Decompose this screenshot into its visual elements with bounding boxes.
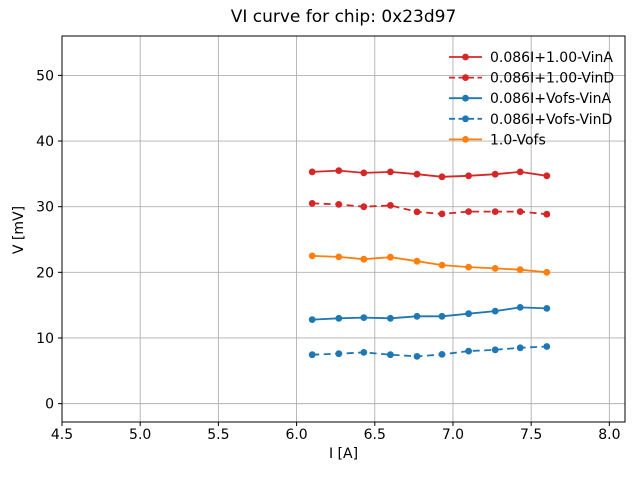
data-point-marker: [516, 168, 524, 176]
data-point-marker: [491, 265, 499, 272]
legend-item-0: 0.086I+1.00-VinA: [449, 50, 613, 66]
data-point-marker: [308, 252, 316, 260]
series-2: [308, 304, 551, 323]
series-line: [312, 255, 547, 274]
data-point-marker: [438, 261, 446, 269]
data-point-marker: [387, 202, 394, 209]
data-point-marker: [543, 172, 551, 180]
legend-marker: [462, 74, 469, 81]
data-point-marker: [543, 305, 551, 312]
data-point-marker: [360, 349, 368, 356]
data-point-marker: [360, 255, 368, 263]
data-point-marker: [387, 253, 394, 261]
data-point-marker: [308, 168, 316, 176]
y-tick-label: 30: [36, 200, 54, 216]
legend-item-1: 0.086I+1.00-VinD: [449, 71, 614, 87]
series-3: [308, 343, 551, 360]
data-point-marker: [335, 167, 343, 175]
data-point-marker: [491, 208, 499, 216]
data-point-marker: [438, 312, 446, 320]
data-point-marker: [387, 314, 394, 322]
y-tick-label: 50: [36, 68, 54, 84]
legend-marker: [462, 53, 469, 61]
plot-border: [61, 35, 626, 423]
data-point-marker: [360, 203, 368, 211]
data-point-marker: [360, 169, 368, 177]
x-axis-label: I [A]: [328, 446, 359, 462]
data-point-marker: [413, 353, 421, 360]
x-tick-label: 7.5: [520, 427, 542, 443]
data-point-marker: [465, 263, 472, 271]
data-point-marker: [335, 314, 343, 322]
x-tick-label: 6.5: [364, 427, 386, 443]
y-axis-label: V [mV]: [11, 205, 27, 255]
legend-label: 1.0-Vofs: [490, 132, 546, 148]
data-point-marker: [387, 351, 394, 359]
data-point-marker: [335, 201, 343, 208]
series-4: [308, 252, 551, 276]
data-point-marker: [413, 257, 421, 265]
legend-label: 0.086I+Vofs-VinA: [490, 91, 611, 107]
data-point-marker: [543, 210, 551, 218]
y-tick-label: 10: [36, 331, 54, 347]
data-point-marker: [413, 208, 421, 216]
y-tick-label: 20: [36, 265, 54, 281]
data-point-marker: [335, 350, 343, 358]
legend-marker: [462, 94, 469, 102]
x-tick-label: 8.0: [598, 427, 620, 443]
data-point-marker: [465, 208, 472, 216]
data-point-marker: [465, 310, 472, 318]
data-point-marker: [387, 168, 394, 176]
data-point-marker: [543, 268, 551, 276]
data-point-marker: [516, 208, 524, 216]
data-point-marker: [465, 347, 472, 355]
data-point-marker: [491, 346, 499, 354]
legend-item-2: 0.086I+Vofs-VinA: [449, 91, 611, 107]
series-1: [308, 200, 551, 218]
legend-marker: [462, 115, 469, 123]
x-tick-label: 6.0: [285, 427, 307, 443]
legend-item-4: 1.0-Vofs: [449, 132, 546, 148]
x-tick-label: 5.5: [207, 427, 229, 443]
data-point-marker: [438, 351, 446, 358]
series-line: [312, 169, 547, 178]
legend-label: 0.086I+1.00-VinD: [490, 71, 614, 87]
x-tick-label: 7.0: [442, 427, 464, 443]
y-tick-label: 40: [36, 134, 54, 150]
series-0: [308, 167, 551, 181]
legend-item-3: 0.086I+Vofs-VinD: [449, 112, 612, 128]
series-line: [312, 202, 547, 216]
y-tick-label: 0: [45, 397, 54, 413]
data-point-marker: [360, 314, 368, 321]
data-point-marker: [491, 170, 499, 178]
data-point-marker: [491, 307, 499, 315]
data-point-marker: [335, 253, 343, 261]
legend-label: 0.086I+1.00-VinA: [490, 50, 613, 66]
data-point-marker: [516, 344, 524, 352]
data-point-marker: [465, 172, 472, 180]
data-point-marker: [438, 210, 446, 218]
data-point-marker: [543, 343, 551, 350]
legend-marker: [462, 136, 469, 143]
series-line: [312, 345, 547, 358]
chart-title: VI curve for chip: 0x23d97: [230, 7, 457, 27]
data-point-marker: [438, 173, 446, 181]
series-line: [312, 306, 547, 321]
data-point-marker: [308, 351, 316, 359]
data-point-marker: [308, 200, 316, 207]
data-point-marker: [308, 316, 316, 323]
x-tick-label: 4.5: [51, 427, 73, 443]
data-point-marker: [516, 304, 524, 311]
x-tick-label: 5.0: [129, 427, 151, 443]
data-point-marker: [413, 312, 421, 320]
data-point-marker: [413, 170, 421, 178]
legend-label: 0.086I+Vofs-VinD: [490, 112, 612, 128]
data-point-marker: [516, 266, 524, 274]
